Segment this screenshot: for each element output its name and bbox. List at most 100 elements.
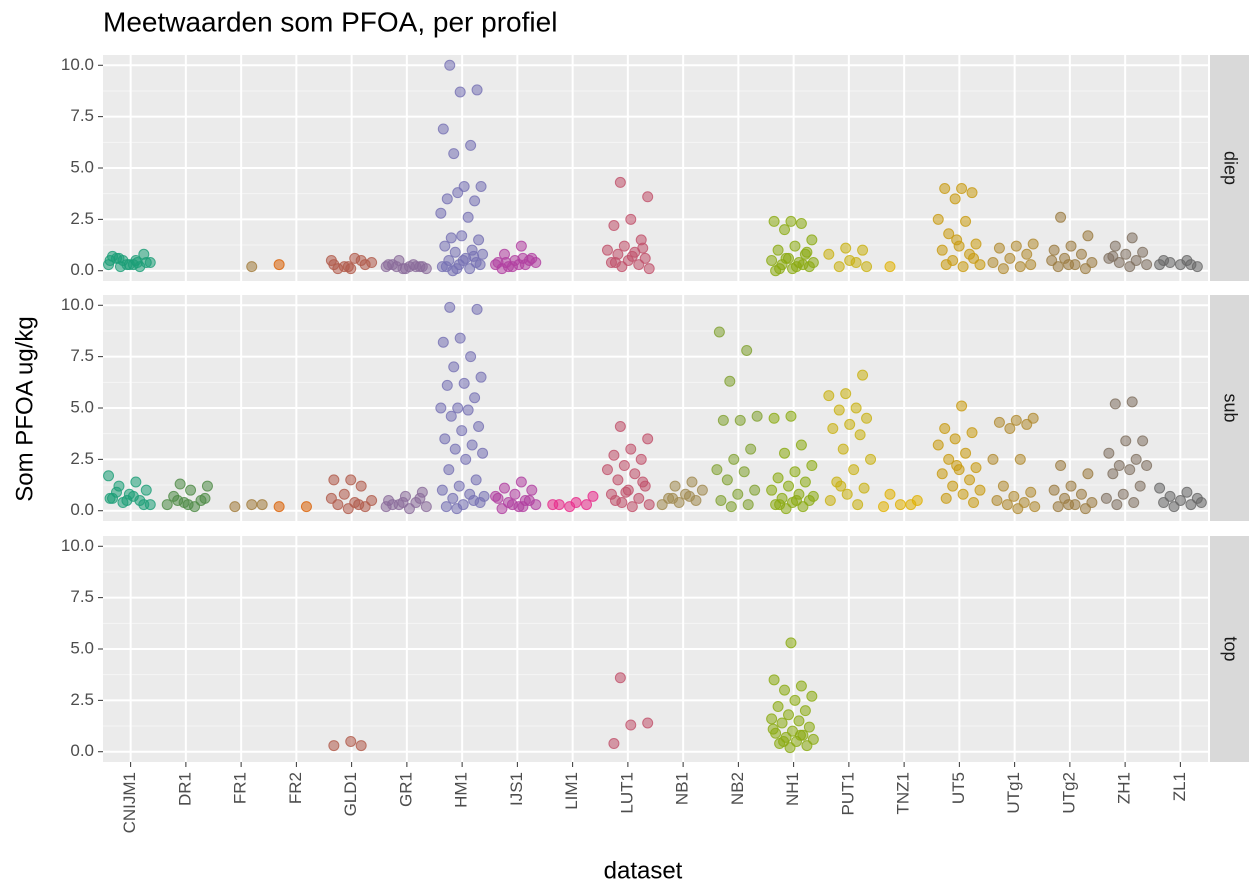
point xyxy=(414,492,426,504)
point xyxy=(642,191,654,203)
point xyxy=(140,484,152,496)
point xyxy=(993,416,1005,428)
point xyxy=(608,449,620,461)
point xyxy=(841,488,853,500)
point xyxy=(1154,482,1166,494)
x-tick-label: ZL1 xyxy=(1170,772,1189,801)
point xyxy=(355,740,367,752)
point xyxy=(462,404,474,416)
point xyxy=(949,433,961,445)
point xyxy=(328,474,340,486)
point xyxy=(939,423,951,435)
point xyxy=(380,261,392,273)
point xyxy=(470,474,482,486)
point xyxy=(1027,238,1039,250)
point xyxy=(1004,252,1016,264)
point xyxy=(776,717,788,729)
point xyxy=(490,490,502,502)
point xyxy=(439,433,451,445)
point xyxy=(601,464,613,476)
point xyxy=(799,476,811,488)
point xyxy=(182,499,194,511)
point xyxy=(1025,259,1037,271)
point xyxy=(861,261,873,273)
point xyxy=(840,242,852,254)
point xyxy=(620,486,632,498)
point xyxy=(1079,503,1091,515)
point xyxy=(1137,435,1149,447)
point xyxy=(625,719,637,731)
point xyxy=(997,263,1009,275)
point xyxy=(966,427,978,439)
point xyxy=(970,462,982,474)
strip-label: top xyxy=(1220,636,1240,661)
point xyxy=(943,453,955,465)
point xyxy=(1128,497,1140,509)
point xyxy=(439,240,451,252)
point xyxy=(332,263,344,275)
point xyxy=(465,139,477,151)
point xyxy=(1124,261,1136,273)
point xyxy=(454,332,466,344)
point xyxy=(795,680,807,692)
point xyxy=(991,494,1003,506)
point xyxy=(936,244,948,256)
point xyxy=(964,474,976,486)
point xyxy=(498,482,510,494)
point xyxy=(772,244,784,256)
x-tick-label: UT5 xyxy=(949,772,968,804)
x-tick-label: FR1 xyxy=(231,772,250,804)
point xyxy=(806,690,818,702)
point xyxy=(1079,263,1091,275)
point xyxy=(642,717,654,729)
point xyxy=(456,230,468,242)
y-tick-label: 10.0 xyxy=(61,536,94,555)
point xyxy=(526,484,538,496)
x-tick-label: UTg2 xyxy=(1059,772,1078,814)
point xyxy=(642,433,654,445)
point xyxy=(338,488,350,500)
point xyxy=(741,344,753,356)
point xyxy=(1100,492,1112,504)
point xyxy=(960,215,972,227)
point xyxy=(790,261,802,273)
point xyxy=(717,414,729,426)
point xyxy=(637,476,649,488)
point xyxy=(1004,423,1016,435)
point xyxy=(633,492,645,504)
point xyxy=(993,242,1005,254)
point xyxy=(1134,480,1146,492)
point xyxy=(1048,484,1060,496)
x-tick-label: TNZ1 xyxy=(894,772,913,815)
point xyxy=(478,490,490,502)
point xyxy=(669,480,681,492)
point xyxy=(957,261,969,273)
point xyxy=(1181,486,1193,498)
x-tick-label: ZH1 xyxy=(1115,772,1134,804)
point xyxy=(835,480,847,492)
x-tick-label: HM1 xyxy=(452,772,471,808)
point xyxy=(1014,453,1026,465)
point xyxy=(1107,468,1119,480)
point xyxy=(1141,460,1153,472)
point xyxy=(601,244,613,256)
point xyxy=(174,478,186,490)
point xyxy=(766,484,778,496)
point xyxy=(772,701,784,713)
point xyxy=(614,420,626,432)
point xyxy=(1109,398,1121,410)
y-tick-label: 7.5 xyxy=(70,106,94,125)
point xyxy=(509,488,521,500)
point xyxy=(517,252,529,264)
point xyxy=(454,86,466,98)
point xyxy=(785,215,797,227)
point xyxy=(939,183,951,195)
x-tick-label: UTg1 xyxy=(1004,772,1023,814)
point xyxy=(1021,248,1033,260)
point xyxy=(1195,497,1207,509)
point xyxy=(1126,232,1138,244)
point xyxy=(456,425,468,437)
point xyxy=(751,410,763,422)
point xyxy=(783,709,795,721)
point xyxy=(626,501,638,513)
